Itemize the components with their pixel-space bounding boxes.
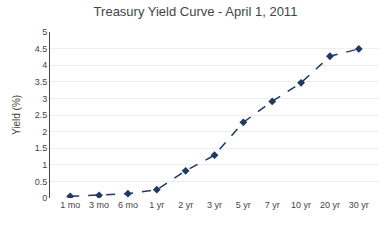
- svg-text:7 yr: 7 yr: [265, 200, 280, 210]
- svg-text:0.5: 0.5: [35, 177, 48, 187]
- svg-text:5: 5: [42, 27, 47, 37]
- svg-text:Yield (%): Yield (%): [11, 95, 22, 135]
- svg-text:30 yr: 30 yr: [349, 200, 369, 210]
- svg-text:10 yr: 10 yr: [291, 200, 311, 210]
- svg-text:1: 1: [42, 160, 47, 170]
- svg-text:Treasury Yield Curve - April 1: Treasury Yield Curve - April 1, 2011: [94, 4, 298, 19]
- svg-text:3.5: 3.5: [35, 77, 48, 87]
- svg-text:2.5: 2.5: [35, 110, 48, 120]
- svg-text:1 yr: 1 yr: [149, 200, 164, 210]
- svg-text:2: 2: [42, 127, 47, 137]
- svg-text:3 mo: 3 mo: [89, 200, 109, 210]
- svg-text:1 mo: 1 mo: [60, 200, 80, 210]
- svg-text:6 mo: 6 mo: [118, 200, 138, 210]
- svg-text:3: 3: [42, 94, 47, 104]
- svg-text:0: 0: [42, 193, 47, 203]
- svg-text:4: 4: [42, 60, 47, 70]
- svg-text:4.5: 4.5: [35, 44, 48, 54]
- svg-text:2 yr: 2 yr: [178, 200, 193, 210]
- svg-text:5 yr: 5 yr: [236, 200, 251, 210]
- svg-text:20 yr: 20 yr: [320, 200, 340, 210]
- svg-text:3 yr: 3 yr: [207, 200, 222, 210]
- svg-text:1.5: 1.5: [35, 143, 48, 153]
